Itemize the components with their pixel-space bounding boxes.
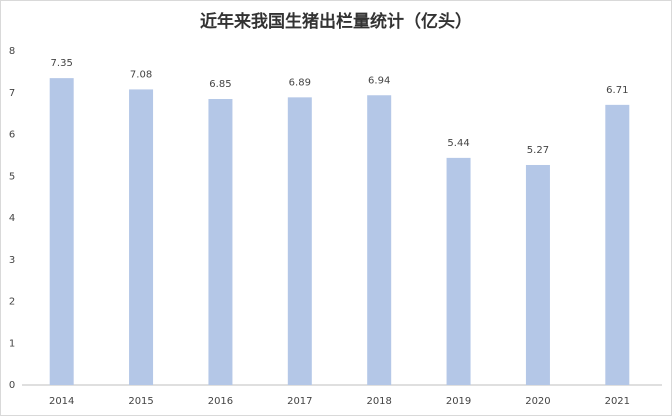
y-tick-label: 0 xyxy=(9,380,15,391)
data-label: 6.94 xyxy=(368,75,390,86)
bar xyxy=(129,89,154,385)
bar xyxy=(208,99,233,385)
y-tick-label: 1 xyxy=(9,338,15,349)
y-tick-label: 2 xyxy=(9,297,15,308)
bar xyxy=(525,164,550,385)
data-label: 7.35 xyxy=(51,58,73,69)
x-tick-label: 2017 xyxy=(287,396,312,407)
y-tick-label: 4 xyxy=(9,213,15,224)
y-tick-label: 6 xyxy=(9,130,15,141)
bar xyxy=(367,95,392,385)
data-label: 5.27 xyxy=(527,145,549,156)
bar xyxy=(287,97,312,385)
x-tick-label: 2021 xyxy=(605,396,630,407)
chart-title: 近年来我国生猪出栏量统计（亿头） xyxy=(200,11,472,32)
x-tick-label: 2019 xyxy=(446,396,471,407)
bar xyxy=(49,78,74,385)
data-label: 6.71 xyxy=(606,85,628,96)
bar xyxy=(605,104,630,386)
y-tick-label: 7 xyxy=(9,88,15,99)
data-label: 6.85 xyxy=(209,79,231,90)
x-tick-label: 2015 xyxy=(128,396,153,407)
y-tick-label: 3 xyxy=(9,255,15,266)
x-tick-label: 2018 xyxy=(366,396,391,407)
data-label: 6.89 xyxy=(289,77,311,88)
x-tick-label: 2020 xyxy=(525,396,550,407)
x-tick-label: 2016 xyxy=(208,396,233,407)
y-tick-label: 8 xyxy=(9,46,15,57)
data-label: 5.44 xyxy=(447,138,469,149)
data-label: 7.08 xyxy=(130,69,152,80)
x-tick-label: 2014 xyxy=(49,396,74,407)
y-tick-label: 5 xyxy=(9,171,15,182)
bar xyxy=(446,157,471,385)
